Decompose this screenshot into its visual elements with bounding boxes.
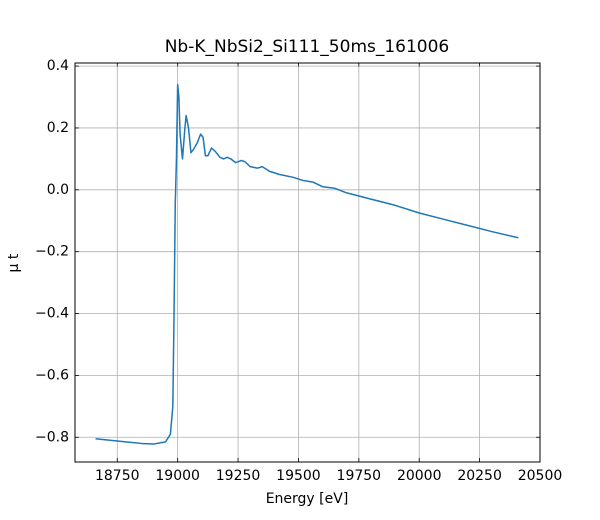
chart-title: Nb-K_NbSi2_Si111_50ms_161006 — [165, 37, 450, 57]
x-tick-label: 19250 — [216, 468, 261, 484]
y-axis-label: μ t — [6, 253, 22, 272]
x-tick-label: 20250 — [457, 468, 502, 484]
x-tick-label: 18750 — [95, 468, 140, 484]
x-tick-label: 20500 — [518, 468, 563, 484]
data-line — [95, 83, 519, 445]
y-tick-label: −0.6 — [35, 367, 69, 383]
x-axis-label: Energy [eV] — [266, 491, 349, 507]
y-tick-label: 0.4 — [47, 58, 69, 74]
plot-frame — [74, 62, 541, 463]
y-tick-label: −0.2 — [35, 244, 69, 260]
y-tick-label: −0.8 — [35, 429, 69, 445]
y-tick-label: −0.4 — [35, 306, 69, 322]
x-tick-label: 20000 — [397, 468, 442, 484]
x-tick-label: 19500 — [276, 468, 321, 484]
x-tick-label: 19750 — [337, 468, 382, 484]
y-tick-label: 0.0 — [47, 182, 69, 198]
y-tick-label: 0.2 — [47, 120, 69, 136]
x-tick-label: 19000 — [155, 468, 200, 484]
